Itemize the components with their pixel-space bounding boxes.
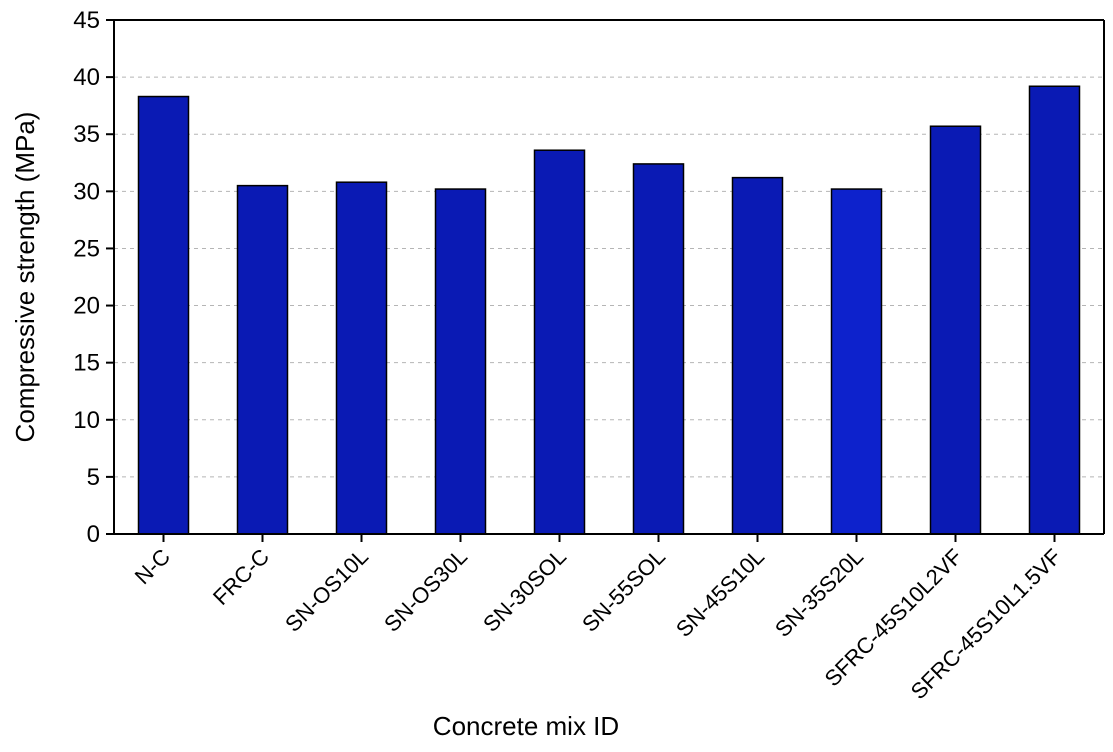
bar (137, 95, 190, 535)
x-tick-label: N-C (130, 544, 175, 589)
y-tick-label: 20 (73, 293, 100, 320)
bar (434, 188, 487, 535)
bar (731, 176, 784, 535)
y-ticks: 0 5 10 15 20 25 30 35 40 45 (73, 7, 114, 548)
y-tick-label: 45 (73, 7, 100, 34)
x-axis-title: Concrete mix ID (433, 711, 619, 741)
x-tick-label: SN-OS10L (280, 544, 373, 637)
y-tick-label: 15 (73, 350, 100, 377)
y-tick-label: 25 (73, 235, 100, 262)
x-tick-label: SN-35S20L (770, 544, 868, 642)
y-tick-label: 5 (87, 464, 100, 491)
x-tick-label: SN-OS30L (379, 544, 472, 637)
y-tick-label: 35 (73, 121, 100, 148)
bar (929, 125, 982, 535)
bar (335, 181, 388, 535)
bar (830, 188, 883, 535)
x-ticks: N-C FRC-C SN-OS10L SN-OS30L SN-30SOL SN-55SOL… (130, 534, 1066, 704)
bars (137, 85, 1081, 535)
axes (113, 19, 1105, 535)
x-tick-label: SN-30SOL (478, 544, 571, 637)
bar (533, 149, 586, 535)
y-tick-label: 40 (73, 64, 100, 91)
bar (236, 184, 289, 535)
x-tick-label: SN-45S10L (671, 544, 769, 642)
y-tick-label: 30 (73, 178, 100, 205)
y-tick-label: 0 (87, 521, 100, 548)
y-tick-label: 10 (73, 407, 100, 434)
x-tick-label: SN-55SOL (577, 544, 670, 637)
bar (632, 163, 685, 535)
x-tick-label: FRC-C (208, 544, 274, 610)
y-axis-title: Compressive strength (MPa) (10, 112, 40, 443)
bar (1028, 85, 1081, 535)
